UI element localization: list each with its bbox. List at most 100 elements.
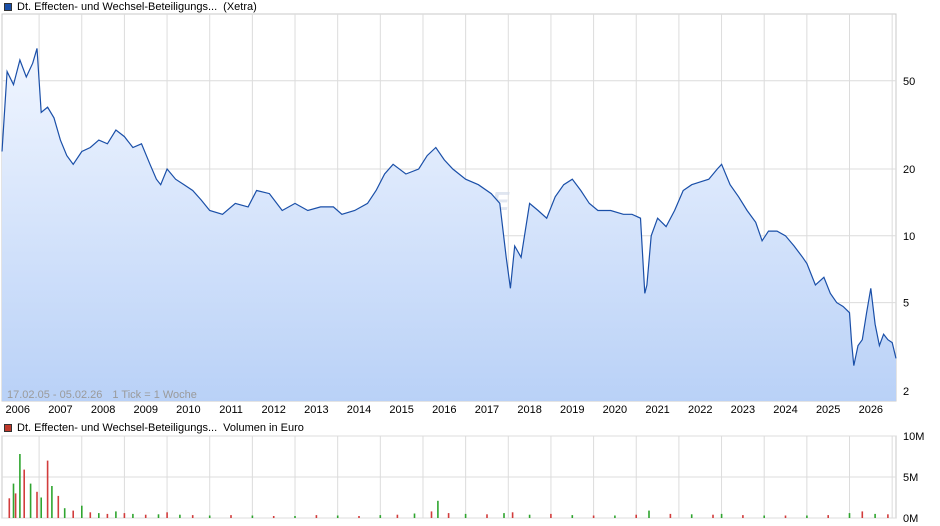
volume-bar bbox=[614, 515, 616, 518]
price-x-tick-label: 2015 bbox=[389, 404, 413, 416]
volume-legend-swatch bbox=[4, 424, 12, 432]
volume-bar bbox=[29, 483, 32, 518]
volume-bar bbox=[848, 513, 851, 518]
price-x-tick-label: 2023 bbox=[731, 404, 755, 416]
volume-bar bbox=[712, 514, 714, 518]
volume-bar bbox=[690, 514, 693, 518]
volume-bar bbox=[511, 512, 514, 518]
volume-bar bbox=[19, 454, 21, 518]
price-y-tick-label: 2 bbox=[903, 386, 909, 398]
price-x-tick-label: 2009 bbox=[133, 404, 157, 416]
volume-bar bbox=[315, 515, 318, 518]
volume-bar bbox=[503, 513, 505, 518]
volume-legend-name: Dt. Effecten- und Wechsel-Beteiligungs..… bbox=[17, 422, 218, 434]
volume-bar bbox=[806, 515, 808, 518]
price-x-tick-label: 2018 bbox=[517, 404, 541, 416]
volume-bars bbox=[8, 454, 889, 518]
price-x-tick-label: 2011 bbox=[219, 404, 243, 416]
price-y-tick-label: 50 bbox=[903, 76, 915, 88]
volume-bar bbox=[861, 511, 864, 518]
volume-bar bbox=[144, 514, 147, 518]
volume-bar bbox=[8, 498, 11, 518]
volume-bar bbox=[336, 515, 339, 518]
volume-bar bbox=[571, 515, 574, 518]
price-x-tick-label: 2016 bbox=[432, 404, 456, 416]
price-y-tick-label: 20 bbox=[903, 164, 915, 176]
volume-bar bbox=[191, 515, 194, 518]
price-line bbox=[1, 48, 897, 366]
volume-bar bbox=[720, 513, 723, 518]
volume-bar bbox=[437, 500, 439, 518]
volume-bar bbox=[208, 515, 211, 518]
volume-bar bbox=[464, 513, 467, 518]
volume-bar bbox=[230, 515, 232, 518]
price-x-tick-label: 2008 bbox=[91, 404, 115, 416]
volume-bar bbox=[396, 514, 399, 518]
volume-bar bbox=[648, 510, 650, 518]
volume-bar bbox=[379, 515, 382, 518]
volume-bar bbox=[98, 513, 100, 518]
volume-bar bbox=[57, 495, 60, 518]
volume-bar bbox=[763, 515, 765, 518]
price-x-tick-label: 2022 bbox=[688, 404, 712, 416]
volume-bar bbox=[46, 460, 49, 518]
volume-bar bbox=[157, 514, 160, 518]
volume-legend-unit: Volumen in Euro bbox=[223, 422, 304, 434]
volume-bar bbox=[784, 515, 787, 518]
volume-bar bbox=[887, 514, 889, 518]
volume-bar bbox=[132, 513, 134, 518]
volume-bar bbox=[592, 515, 595, 518]
volume-bar bbox=[669, 513, 672, 518]
price-legend-swatch bbox=[4, 3, 12, 11]
price-area bbox=[2, 48, 896, 402]
volume-bar bbox=[166, 512, 168, 518]
date-range-info: 17.02.05 - 05.02.26 1 Tick = 1 Woche bbox=[7, 389, 197, 401]
volume-bar bbox=[115, 511, 117, 518]
price-x-tick-label: 2025 bbox=[816, 404, 840, 416]
price-y-tick-label: 10 bbox=[903, 231, 915, 243]
price-y-axis: 50 20 10 5 2 bbox=[903, 76, 915, 398]
price-x-tick-label: 2017 bbox=[475, 404, 499, 416]
tick-info-text: 1 Tick = 1 Woche bbox=[112, 389, 196, 401]
price-legend: Dt. Effecten- und Wechsel-Beteiligungs..… bbox=[4, 1, 257, 13]
price-x-tick-label: 2020 bbox=[603, 404, 627, 416]
price-x-tick-label: 2010 bbox=[176, 404, 200, 416]
volume-bar bbox=[550, 513, 552, 518]
volume-bar bbox=[36, 491, 38, 518]
volume-bar bbox=[51, 486, 53, 518]
date-range-text: 17.02.05 - 05.02.26 bbox=[7, 389, 102, 401]
volume-bar bbox=[294, 516, 296, 518]
volume-bar bbox=[81, 505, 83, 518]
price-x-tick-label: 2006 bbox=[6, 404, 30, 416]
volume-y-axis: 10M 5M 0M bbox=[903, 431, 924, 525]
volume-bar bbox=[358, 516, 360, 518]
price-legend-exchange: (Xetra) bbox=[223, 1, 257, 13]
price-x-tick-label: 2024 bbox=[773, 404, 797, 416]
volume-bar bbox=[430, 511, 433, 518]
price-x-tick-label: 2014 bbox=[347, 404, 371, 416]
price-x-tick-label: 2019 bbox=[560, 404, 584, 416]
volume-bar bbox=[106, 513, 109, 518]
volume-bar bbox=[179, 514, 181, 518]
volume-legend: Dt. Effecten- und Wechsel-Beteiligungs..… bbox=[4, 422, 304, 434]
volume-bar bbox=[251, 515, 254, 518]
price-x-tick-label: 2012 bbox=[261, 404, 285, 416]
volume-bar bbox=[72, 510, 74, 518]
price-x-tick-label: 2021 bbox=[645, 404, 669, 416]
volume-bar bbox=[827, 515, 829, 518]
price-y-tick-label: 5 bbox=[903, 298, 909, 310]
volume-y-tick-label: 10M bbox=[903, 431, 924, 443]
volume-bar bbox=[528, 514, 531, 518]
volume-bar bbox=[635, 514, 637, 518]
volume-bar bbox=[123, 513, 126, 518]
volume-y-tick-label: 5M bbox=[903, 472, 918, 484]
volume-bar bbox=[874, 513, 876, 518]
volume-bar bbox=[63, 508, 66, 518]
price-x-tick-label: 2013 bbox=[304, 404, 328, 416]
price-x-tick-label: 2026 bbox=[859, 404, 883, 416]
volume-bar bbox=[89, 512, 92, 518]
volume-y-tick-label: 0M bbox=[903, 513, 918, 525]
volume-bar bbox=[14, 493, 17, 518]
volume-bar bbox=[413, 513, 416, 518]
